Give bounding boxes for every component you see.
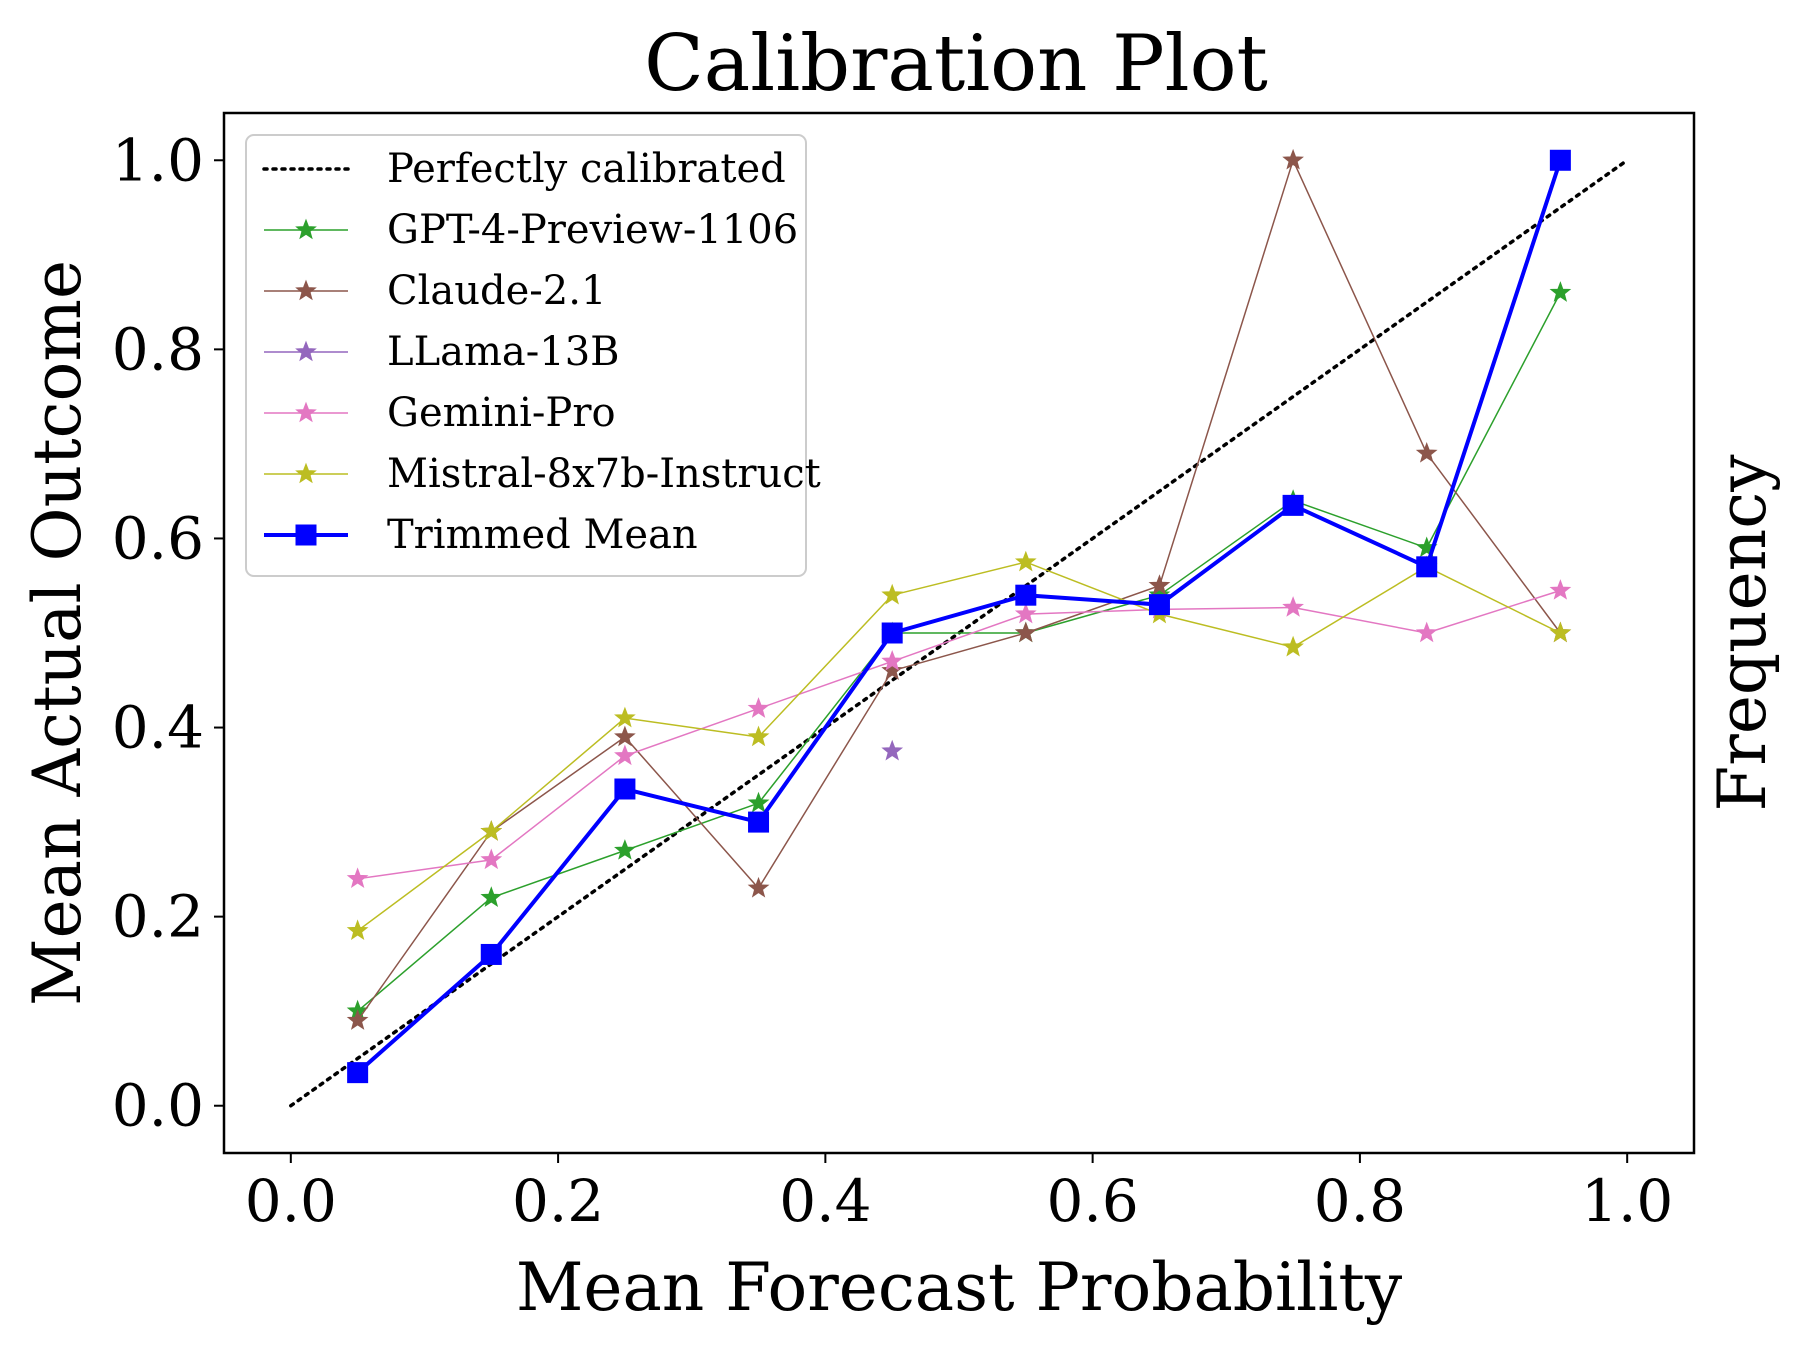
data-point xyxy=(614,839,636,860)
data-point xyxy=(747,697,770,718)
legend-item: Gemini-Pro xyxy=(264,390,616,436)
data-point xyxy=(346,867,369,889)
data-point xyxy=(881,583,904,605)
x-tick-label: 0.0 xyxy=(245,1167,337,1235)
y-tick-label: 1.0 xyxy=(112,126,204,194)
data-point xyxy=(1282,494,1304,516)
legend-swatch-marker xyxy=(295,218,317,240)
data-point xyxy=(1148,574,1171,595)
data-point xyxy=(1014,550,1037,572)
data-point xyxy=(480,943,502,965)
legend-swatch-marker xyxy=(295,462,317,484)
data-point xyxy=(1415,441,1438,463)
data-point xyxy=(480,886,503,907)
data-point xyxy=(480,820,503,841)
y-axis: 0.0 0.2 0.4 0.6 0.8 1.0 xyxy=(112,126,224,1140)
legend-swatch-marker xyxy=(295,524,317,546)
data-point xyxy=(881,659,904,681)
data-point xyxy=(1549,281,1572,302)
legend-swatch-marker xyxy=(295,340,317,362)
legend-label: Claude-2.1 xyxy=(387,268,606,314)
data-point xyxy=(614,778,636,800)
data-point xyxy=(1282,596,1304,617)
y-axis-label: Mean Actual Outcome xyxy=(19,260,96,1006)
series-line xyxy=(356,159,1562,1022)
x-tick-label: 0.6 xyxy=(1047,1167,1139,1235)
data-point xyxy=(346,1009,369,1030)
legend-item: Claude-2.1 xyxy=(264,268,606,314)
legend-box xyxy=(245,134,807,577)
data-point xyxy=(614,725,636,747)
data-point xyxy=(1415,621,1438,643)
data-point xyxy=(747,791,770,813)
data-point xyxy=(747,725,770,747)
y-tick-label: 0.6 xyxy=(112,504,204,572)
series-mistral-8x7b-instruct xyxy=(346,550,1572,941)
legend-label: Gemini-Pro xyxy=(387,390,616,436)
x-tick-label: 0.8 xyxy=(1314,1167,1406,1235)
plot-frame xyxy=(222,111,1696,1155)
data-point xyxy=(1148,594,1170,616)
y-tick-label: 0.2 xyxy=(112,883,204,951)
data-point xyxy=(347,1062,369,1084)
chart-title: Calibration Plot xyxy=(644,19,1268,109)
plot-area xyxy=(222,111,1696,1155)
x-axis: 0.0 0.2 0.4 0.6 0.8 1.0 xyxy=(245,1153,1673,1235)
legend-item: Trimmed Mean xyxy=(264,512,698,558)
legend-swatch-marker xyxy=(295,279,317,301)
legend: Perfectly calibrated GPT-4-Preview-1106 Cl… xyxy=(245,134,821,577)
series-line xyxy=(357,589,1561,880)
data-point xyxy=(1282,148,1304,170)
legend-item: LLama-13B xyxy=(264,329,620,375)
legend-item: Perfectly calibrated xyxy=(262,146,786,192)
series-gemini-pro xyxy=(346,579,1572,889)
data-point xyxy=(1549,149,1571,171)
series-llama-13b xyxy=(881,739,904,761)
x-tick-label: 0.2 xyxy=(512,1167,604,1235)
data-point xyxy=(1549,621,1572,643)
data-point xyxy=(881,739,904,761)
legend-item: Mistral-8x7b-Instruct xyxy=(264,451,821,497)
legend-swatch-marker xyxy=(295,401,317,423)
legend-label: Perfectly calibrated xyxy=(387,146,786,192)
y-tick-label: 0.0 xyxy=(112,1072,204,1140)
data-point xyxy=(1014,602,1037,624)
data-point xyxy=(480,848,503,870)
data-point xyxy=(1015,584,1037,606)
series-line xyxy=(357,561,1561,932)
data-point xyxy=(614,706,636,728)
data-point xyxy=(1549,579,1572,600)
legend-label: GPT-4-Preview-1106 xyxy=(387,207,798,253)
legend-label: Trimmed Mean xyxy=(387,512,698,558)
data-point xyxy=(614,744,636,766)
x-tick-label: 0.4 xyxy=(779,1167,871,1235)
data-point xyxy=(1014,621,1037,643)
x-tick-label: 1.0 xyxy=(1581,1167,1673,1235)
x-axis-label: Mean Forecast Probability xyxy=(516,1249,1403,1326)
y-tick-label: 0.8 xyxy=(112,315,204,383)
series-line xyxy=(356,159,1563,1075)
data-point xyxy=(748,811,770,833)
data-point xyxy=(881,622,903,644)
data-point xyxy=(1416,556,1438,578)
secondary-y-axis-label: Frequency xyxy=(1704,454,1781,812)
series-trimmed-mean xyxy=(347,149,1571,1084)
y-tick-label: 0.4 xyxy=(112,694,204,762)
data-point xyxy=(1282,635,1304,657)
legend-label: LLama-13B xyxy=(387,329,620,375)
data-point xyxy=(346,919,369,941)
data-point xyxy=(881,649,904,671)
data-point xyxy=(747,876,770,898)
legend-label: Mistral-8x7b-Instruct xyxy=(387,451,821,497)
legend-item: GPT-4-Preview-1106 xyxy=(264,207,798,253)
